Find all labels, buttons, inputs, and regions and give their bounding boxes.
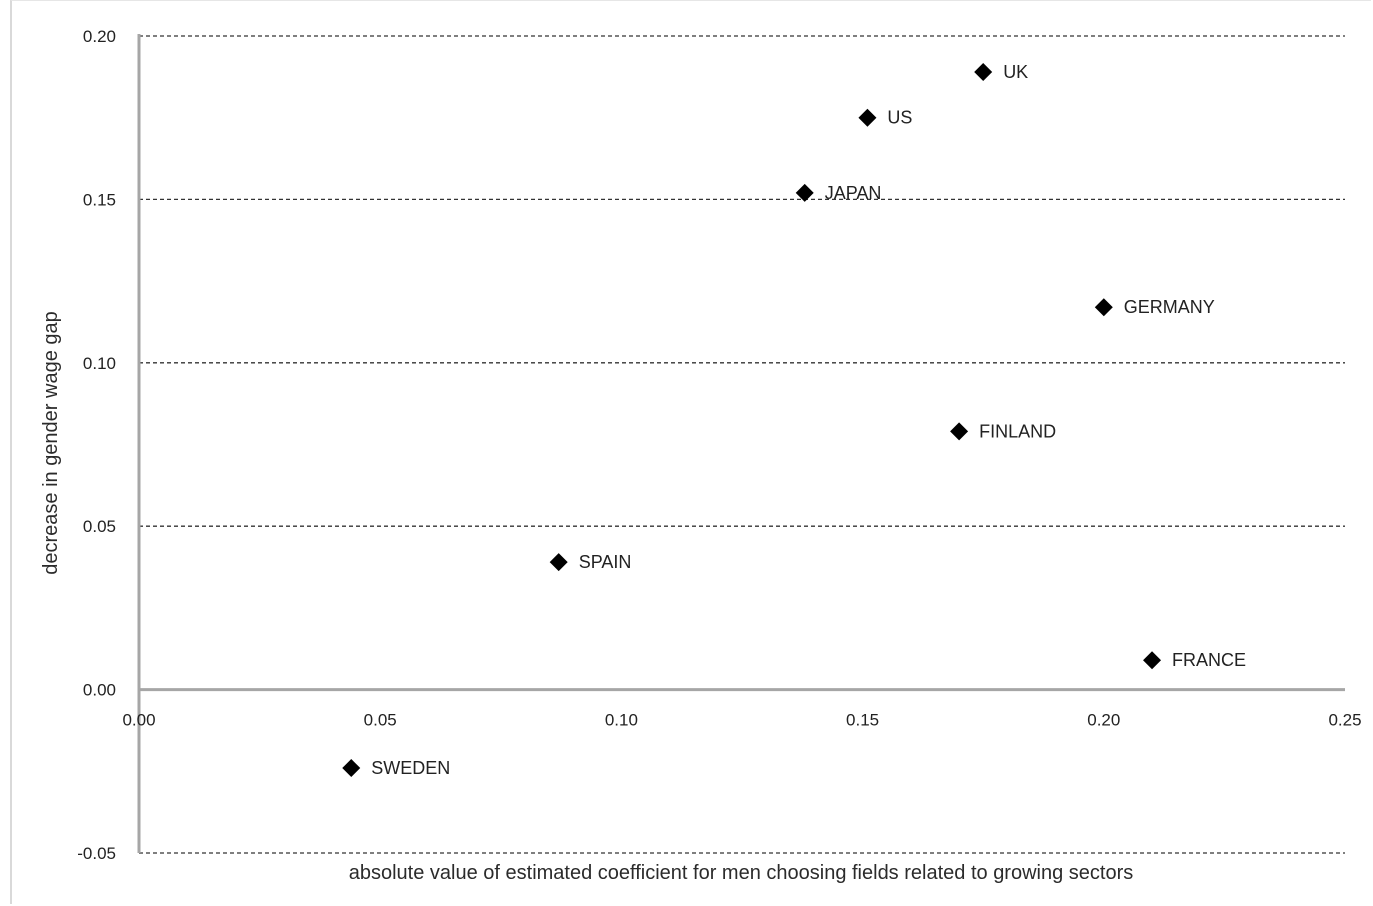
y-tick-label-5: 0.20 bbox=[83, 27, 116, 46]
x-tick-label-1: 0.05 bbox=[364, 711, 397, 730]
tick-labels: -0.05 0.00 0.05 0.10 0.15 0.20 0.00 0.05 0.10 0.1… bbox=[77, 27, 1361, 863]
point-label-uk: UK bbox=[1003, 62, 1028, 82]
gridlines bbox=[139, 35, 1345, 854]
x-axis-title: absolute value of estimated coefficient … bbox=[349, 862, 1134, 884]
x-tick-label-2: 0.10 bbox=[605, 711, 638, 730]
point-label-finland: FINLAND bbox=[979, 421, 1056, 441]
point-marker-us bbox=[858, 108, 877, 127]
data-points: UK US JAPAN GERMANY FINLAND SPAIN FRANCE SWEDEN bbox=[342, 62, 1246, 778]
y-tick-label-2: 0.05 bbox=[83, 517, 116, 536]
x-tick-label-5: 0.25 bbox=[1328, 711, 1361, 730]
y-tick-label-0: -0.05 bbox=[77, 844, 116, 863]
chart-frame bbox=[10, 0, 1371, 904]
point-label-germany: GERMANY bbox=[1124, 297, 1215, 317]
point-marker-spain bbox=[549, 553, 568, 572]
point-marker-sweden bbox=[342, 759, 361, 778]
point-label-japan: JAPAN bbox=[825, 183, 882, 203]
x-tick-label-4: 0.20 bbox=[1087, 711, 1120, 730]
point-label-spain: SPAIN bbox=[579, 552, 632, 572]
point-label-us: US bbox=[887, 108, 912, 128]
x-tick-label-0: 0.00 bbox=[122, 711, 155, 730]
y-tick-label-3: 0.10 bbox=[83, 354, 116, 373]
y-tick-label-4: 0.15 bbox=[83, 190, 116, 209]
y-tick-label-1: 0.00 bbox=[83, 681, 116, 700]
point-marker-france bbox=[1143, 651, 1162, 670]
point-marker-germany bbox=[1094, 298, 1113, 317]
point-marker-finland bbox=[950, 422, 969, 441]
point-label-france: FRANCE bbox=[1172, 650, 1246, 670]
y-axis-title: decrease in gender wage gap bbox=[40, 311, 62, 575]
x-tick-label-3: 0.15 bbox=[846, 711, 879, 730]
point-marker-uk bbox=[974, 62, 993, 81]
axes bbox=[137, 34, 1345, 853]
point-label-sweden: SWEDEN bbox=[371, 758, 450, 778]
point-marker-japan bbox=[795, 183, 814, 202]
